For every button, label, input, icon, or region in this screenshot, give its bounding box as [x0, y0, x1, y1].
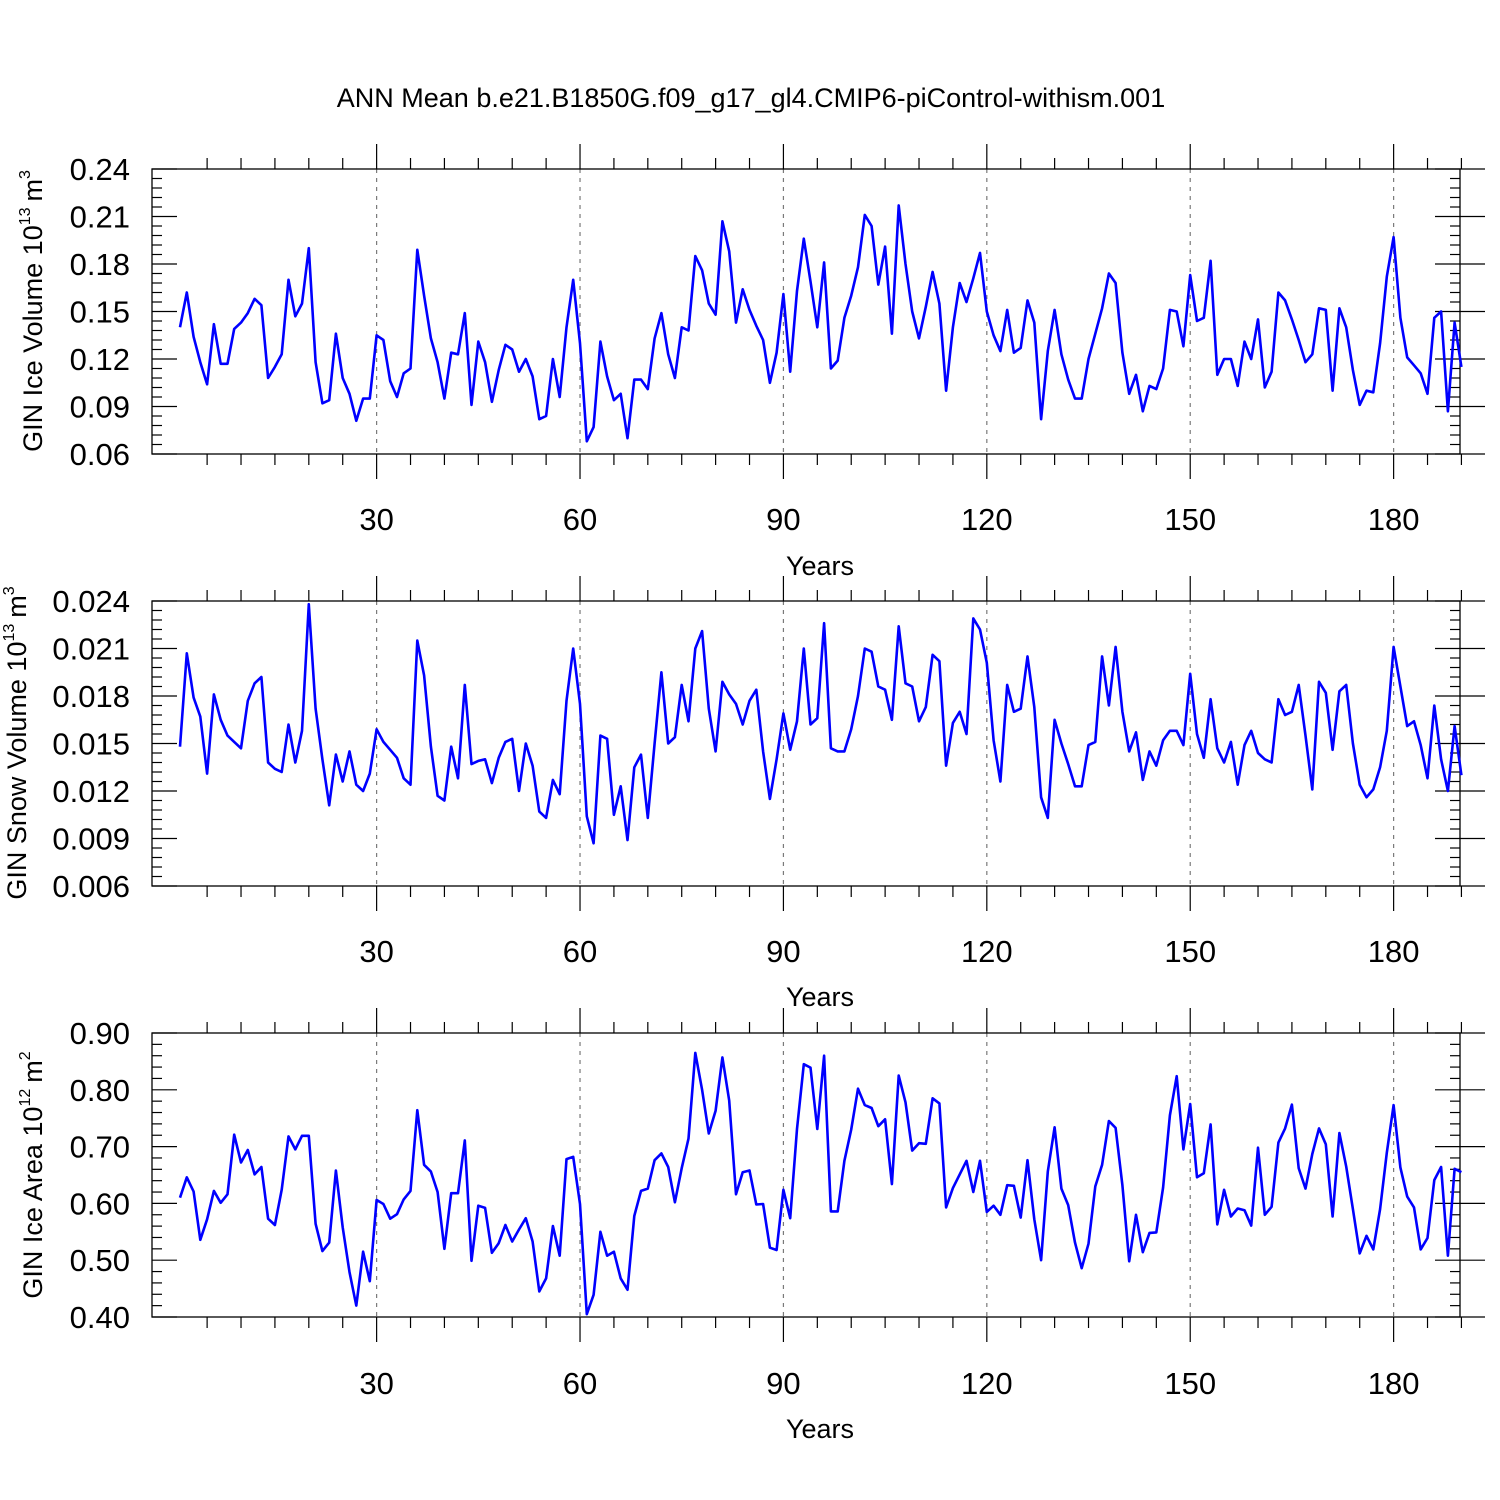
y-tick-label: 0.021: [52, 632, 130, 667]
y-tick-label: 0.15: [70, 295, 130, 330]
x-tick-label: 150: [1164, 1366, 1216, 1401]
series-line-1: [178, 204, 1463, 443]
y-axis-title: GIN Ice Volume 1013 m3: [17, 170, 48, 452]
x-tick-label: 180: [1368, 502, 1420, 537]
y-axis-unit-exponent: 13: [17, 207, 34, 225]
y-tick-label: 0.006: [52, 869, 130, 904]
y-tick-label: 0.90: [70, 1016, 130, 1051]
y-tick-label: 0.018: [52, 679, 130, 714]
x-tick-label: 60: [563, 502, 597, 537]
x-tick-label: 180: [1368, 1366, 1420, 1401]
y-tick-label: 0.12: [70, 342, 130, 377]
x-tick-label: 120: [961, 934, 1013, 969]
x-tick-label: 90: [766, 934, 800, 969]
x-tick-label: 150: [1164, 502, 1216, 537]
x-tick-label: 90: [766, 502, 800, 537]
y-axis-unit-var: m: [2, 595, 32, 618]
series-line-1: [178, 1051, 1462, 1316]
panel-2: 30 60 90 120 150 180 Years 0.006 0.009 0.012 0.015…: [1, 576, 1485, 1012]
y-tick-label: 0.06: [70, 437, 130, 472]
y-axis-unit-base: 10: [2, 642, 32, 672]
y-axis-unit-exponent: 13: [1, 624, 18, 642]
y-tick-label: 0.50: [70, 1243, 130, 1278]
y-tick-label: 0.60: [70, 1186, 130, 1221]
x-tick-label: 30: [359, 934, 393, 969]
y-axis-title: GIN Snow Volume 1013 m3: [1, 586, 32, 899]
y-axis-unit-var: m: [18, 179, 48, 202]
y-tick-label: 0.24: [70, 152, 130, 187]
y-axis-unit-base: 10: [18, 1107, 48, 1137]
x-tick-label: 90: [766, 1366, 800, 1401]
x-axis-title: Years: [786, 1414, 854, 1444]
plot-frame: [151, 1032, 1461, 1318]
y-tick-label: 0.70: [70, 1130, 130, 1165]
y-tick-label: 0.09: [70, 390, 130, 425]
x-tick-label: 60: [563, 934, 597, 969]
x-tick-label: 30: [359, 1366, 393, 1401]
y-axis-title-name: GIN Ice Volume: [18, 255, 48, 452]
x-axis-title: Years: [786, 551, 854, 581]
y-axis-title-name: GIN Ice Area: [18, 1137, 48, 1299]
panel-3: 30 60 90 120 150 180 Years 0.40 0.50 0.60 0.70 0.80…: [17, 1008, 1485, 1444]
y-tick-label: 0.024: [52, 584, 130, 619]
y-axis-title: GIN Ice Area 1012 m2: [17, 1051, 48, 1298]
y-axis-unit-var-exponent: 3: [17, 170, 34, 179]
y-tick-label: 0.012: [52, 774, 130, 809]
plot-frame: [151, 168, 1461, 455]
plot-frame: [151, 600, 1461, 887]
series-line-1: [178, 602, 1463, 845]
x-tick-label: 180: [1368, 934, 1420, 969]
y-tick-label: 0.015: [52, 727, 130, 762]
y-tick-label: 0.009: [52, 822, 130, 857]
y-tick-label: 0.80: [70, 1073, 130, 1108]
y-axis-title-name: GIN Snow Volume: [2, 672, 32, 900]
panel-1: 30 60 90 120 150 180 Years 0.06 0.09 0.12 0.15 0.18…: [17, 144, 1485, 581]
x-tick-label: 60: [563, 1366, 597, 1401]
y-axis-unit-var-exponent: 2: [17, 1051, 34, 1060]
x-tick-label: 30: [359, 502, 393, 537]
y-axis-unit-var: m: [18, 1060, 48, 1083]
y-tick-label: 0.21: [70, 200, 130, 235]
x-axis-title: Years: [786, 982, 854, 1012]
y-axis-unit-var-exponent: 3: [1, 586, 18, 595]
y-tick-label: 0.18: [70, 247, 130, 282]
chart-title: ANN Mean b.e21.B1850G.f09_g17_gl4.CMIP6-…: [337, 83, 1165, 113]
x-tick-label: 150: [1164, 934, 1216, 969]
x-tick-label: 120: [961, 1366, 1013, 1401]
x-tick-label: 120: [961, 502, 1013, 537]
y-axis-unit-base: 10: [18, 225, 48, 255]
y-tick-label: 0.40: [70, 1300, 130, 1335]
y-axis-unit-exponent: 12: [17, 1089, 34, 1107]
panels: 30 60 90 120 150 180 Years 0.06 0.09 0.12 0.15 0.18…: [1, 144, 1485, 1444]
